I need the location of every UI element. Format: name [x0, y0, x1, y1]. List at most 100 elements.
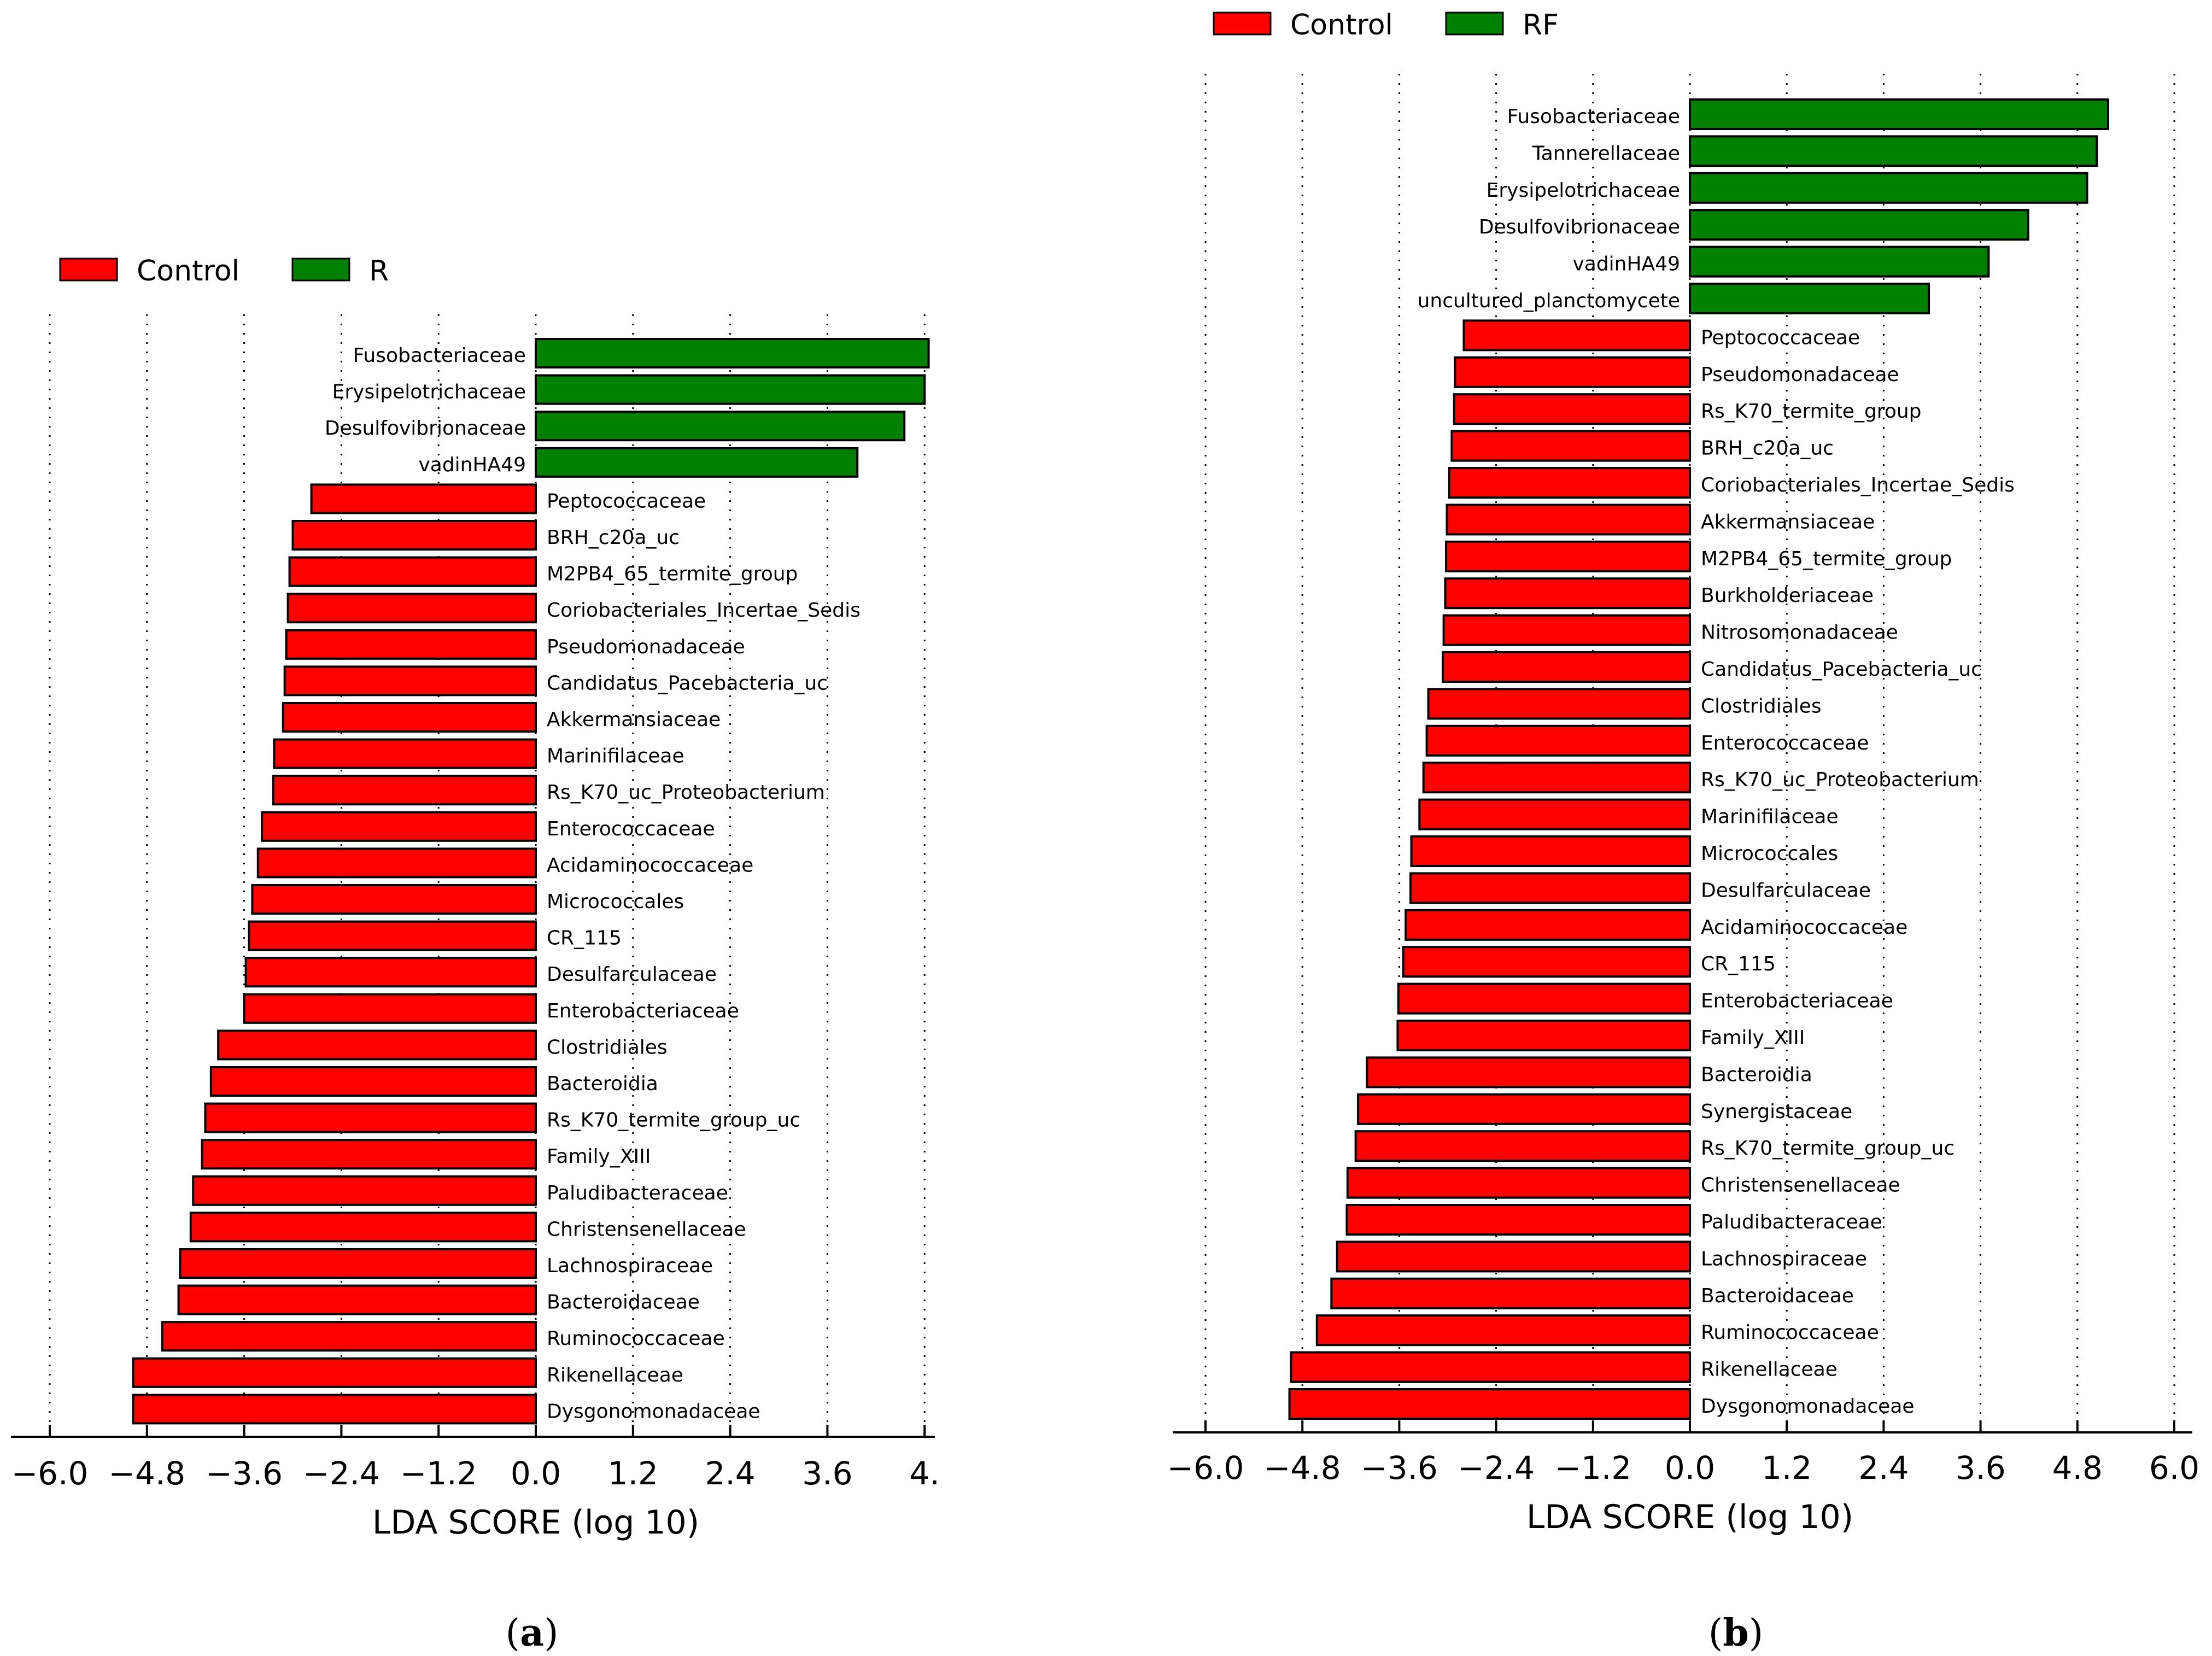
x-tick-label: 3.6 [802, 1455, 852, 1492]
bar-rs-k70-termite-group [1453, 393, 1691, 425]
category-label-rs-k70-termite-group-uc: Rs_K70_termite_group_uc [1701, 1137, 1954, 1160]
bar-m2pb4-65-termite-group [1445, 540, 1691, 572]
category-label-clostridiales: Clostridiales [1701, 695, 1822, 717]
bar-marinifilaceae [1418, 798, 1691, 830]
category-label-bacteroidia: Bacteroidia [547, 1073, 658, 1095]
category-label-desulfovibrionaceae: Desulfovibrionaceae [1479, 216, 1680, 238]
bar-dysgonomonadaceae [132, 1394, 537, 1425]
bar-coriobacteriales-incertae-sedis [286, 593, 537, 624]
bar-rs-k70-termite-group-uc [204, 1102, 537, 1133]
bar-akkermansiaceae [1446, 504, 1692, 536]
category-label-desulfovibrionaceae: Desulfovibrionaceae [325, 417, 526, 440]
category-label-synergistaceae: Synergistaceae [1701, 1101, 1852, 1123]
category-label-fusobacteriaceae: Fusobacteriaceae [1507, 106, 1680, 128]
panel-b-bars [1288, 98, 2109, 1420]
category-label-pseudomonadaceae: Pseudomonadaceae [547, 636, 745, 658]
panel-a-x-axis-label: LDA SCORE (log 10) [372, 1503, 699, 1542]
legend-rf-swatch [1445, 11, 1504, 36]
bar-acidaminococcaceae [1405, 909, 1692, 941]
bar-m2pb4-65-termite-group [288, 556, 537, 587]
bar-peptococcaceae [1462, 319, 1692, 352]
category-label-ruminococcaceae: Ruminococcaceae [1701, 1321, 1879, 1344]
bar-dysgonomonadaceae [1288, 1388, 1691, 1420]
category-label-rs-k70-termite-group: Rs_K70_termite_group [1701, 400, 1922, 423]
category-label-tannerellaceae: Tannerellaceae [1532, 142, 1680, 165]
category-label-micrococcales: Micrococcales [1701, 842, 1838, 865]
bar-synergistaceae [1357, 1093, 1692, 1125]
category-label-enterobacteriaceae: Enterobacteriaceae [547, 1000, 739, 1022]
panel-b-legend: Control RF [1213, 9, 1559, 42]
x-tick-label: 4. [910, 1455, 940, 1492]
bar-enterobacteriaceae [243, 993, 537, 1024]
bar-rs-k70-uc-proteobacterium [1422, 762, 1691, 794]
panel-a-label: (a) [505, 1611, 558, 1655]
x-tick-label: 1.2 [608, 1455, 658, 1492]
category-label-akkermansiaceae: Akkermansiaceae [547, 709, 721, 731]
panel-b-letter: b [1723, 1611, 1749, 1655]
category-label-christensenellaceae: Christensenellaceae [547, 1218, 746, 1240]
panel-a-category-labels: Fusobacteriaceae Erysipelotrichaceae Desul… [325, 344, 861, 1423]
x-tick-label: −1.2 [400, 1455, 477, 1492]
panel-b-x-axis: −6.0 −4.8 −3.6 −2.4 −1.2 0.0 1.2 2.4 3.6 4.8 6.0 [1167, 1420, 2199, 1487]
bar-pseudomonadaceae [285, 629, 537, 660]
panel-a-chart: Fusobacteriaceae Erysipelotrichaceae Desul… [11, 255, 940, 1655]
x-tick-label: 0.0 [1665, 1449, 1715, 1487]
bar-ruminococcaceae [161, 1321, 537, 1352]
bar-christensenellaceae [1346, 1167, 1691, 1199]
bar-candidatus-pacebacteria-uc [1442, 651, 1691, 683]
x-tick-label: 3.6 [1955, 1449, 2005, 1487]
category-label-rikenellaceae: Rikenellaceae [547, 1364, 683, 1386]
category-label-clostridiales: Clostridiales [547, 1036, 668, 1058]
category-label-micrococcales: Micrococcales [547, 891, 684, 913]
x-tick-label: −6.0 [1167, 1449, 1244, 1487]
category-label-bacteroidia: Bacteroidia [1701, 1063, 1812, 1086]
x-tick-label: 4.8 [2052, 1449, 2103, 1487]
category-label-vadinha49: vadinHA49 [1572, 253, 1680, 276]
category-label-lachnospiraceae: Lachnospiraceae [1701, 1248, 1867, 1270]
legend-r-label: R [369, 255, 389, 288]
bar-enterococcaceae [261, 811, 537, 842]
category-label-desulfarculaceae: Desulfarculaceae [547, 963, 717, 986]
category-label-brh-c20a-uc: BRH_c20a_uc [1701, 437, 1834, 460]
category-label-cr-115: CR_115 [1701, 953, 1776, 975]
bar-rs-k70-uc-proteobacterium [272, 775, 537, 806]
bar-uncultured-planctomycete [1689, 283, 1930, 314]
category-label-erysipelotrichaceae: Erysipelotrichaceae [1487, 179, 1680, 202]
category-label-cr-115: CR_115 [547, 927, 622, 950]
category-label-bacteroidaceae: Bacteroidaceae [547, 1291, 700, 1314]
legend-control-swatch [1213, 11, 1272, 36]
bar-family-xiii [201, 1139, 537, 1170]
category-label-rs-k70-uc-proteobacterium: Rs_K70_uc_Proteobacterium [547, 781, 825, 804]
bar-pseudomonadaceae [1454, 356, 1692, 388]
bar-christensenellaceae [189, 1212, 537, 1243]
x-tick-label: −6.0 [11, 1455, 89, 1492]
legend-r-swatch [291, 258, 350, 282]
bar-enterobacteriaceae [1397, 982, 1691, 1015]
category-label-brh-c20a-uc: BRH_c20a_uc [547, 526, 680, 549]
legend-control-label: Control [137, 255, 239, 288]
bar-erysipelotrichaceae [1689, 172, 2088, 204]
category-label-dysgonomonadaceae: Dysgonomonadaceae [1701, 1395, 1915, 1418]
bar-peptococcaceae [310, 483, 537, 514]
panel-b-label: (b) [1708, 1611, 1764, 1655]
category-label-bacteroidaceae: Bacteroidaceae [1701, 1285, 1854, 1307]
bar-desulfovibrionaceae [535, 411, 906, 442]
x-tick-label: 2.4 [705, 1455, 755, 1492]
category-label-uncultured-planctomycete: uncultured_planctomycete [1418, 290, 1680, 312]
panel-a-letter: a [520, 1611, 544, 1655]
bar-ruminococcaceae [1315, 1314, 1691, 1347]
x-tick-label: −4.8 [108, 1455, 185, 1492]
bar-desulfarculaceae [244, 957, 537, 988]
bar-family-xiii [1396, 1020, 1692, 1051]
bar-vadinha49 [535, 447, 859, 478]
category-label-m2pb4-65-termite-group: M2PB4_65_termite_group [547, 563, 798, 586]
category-label-dysgonomonadaceae: Dysgonomonadaceae [547, 1400, 760, 1423]
category-label-burkholderiaceae: Burkholderiaceae [1701, 584, 1874, 607]
x-tick-label: −2.4 [303, 1455, 380, 1492]
panel-a-bars [132, 338, 930, 1425]
bar-vadinha49 [1689, 245, 1990, 278]
bar-bacteroidia [209, 1066, 537, 1097]
category-label-candidatus-pacebacteria-uc: Candidatus_Pacebacteria_uc [1701, 658, 1982, 681]
category-label-coriobacteriales-incertae-sedis: Coriobacteriales_Incertae_Sedis [1701, 474, 2015, 496]
